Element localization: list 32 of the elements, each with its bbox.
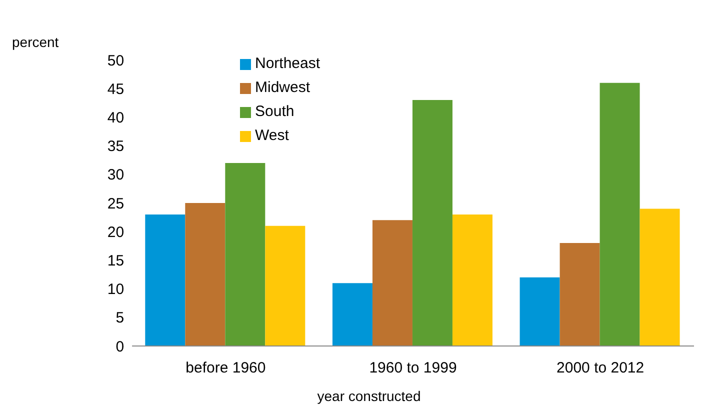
bar (452, 214, 492, 346)
x-tick-label: before 1960 (186, 360, 266, 377)
y-tick-label: 50 (107, 52, 124, 70)
legend-label: Northeast (255, 55, 320, 72)
y-tick-label: 0 (116, 338, 124, 356)
bar (265, 226, 306, 346)
x-axis-title: year constructed (316, 388, 422, 404)
y-tick-label: 30 (107, 166, 124, 184)
x-tick-label: 1960 to 1999 (369, 360, 457, 377)
bar (560, 243, 600, 346)
y-tick-label: 15 (107, 252, 124, 270)
bar (640, 208, 680, 346)
y-tick-label: 35 (107, 138, 124, 156)
bar (412, 100, 452, 346)
bar (372, 220, 412, 346)
x-tick-label: 2000 to 2012 (556, 360, 644, 377)
y-tick-label: 10 (107, 281, 124, 298)
legend-label: Midwest (255, 79, 310, 96)
y-axis-title: percent (12, 34, 59, 50)
y-tick-label: 25 (107, 195, 124, 212)
bar (332, 283, 372, 346)
bar (185, 203, 226, 346)
legend-label: South (255, 103, 294, 120)
bar (520, 277, 560, 346)
y-tick-label: 5 (116, 310, 124, 327)
y-tick-label: 20 (107, 224, 124, 241)
legend-label: West (255, 127, 289, 144)
bar (600, 82, 640, 346)
y-tick-label: 40 (107, 110, 124, 127)
bar (225, 162, 266, 346)
bar (145, 214, 186, 346)
y-tick-label: 45 (107, 80, 124, 98)
